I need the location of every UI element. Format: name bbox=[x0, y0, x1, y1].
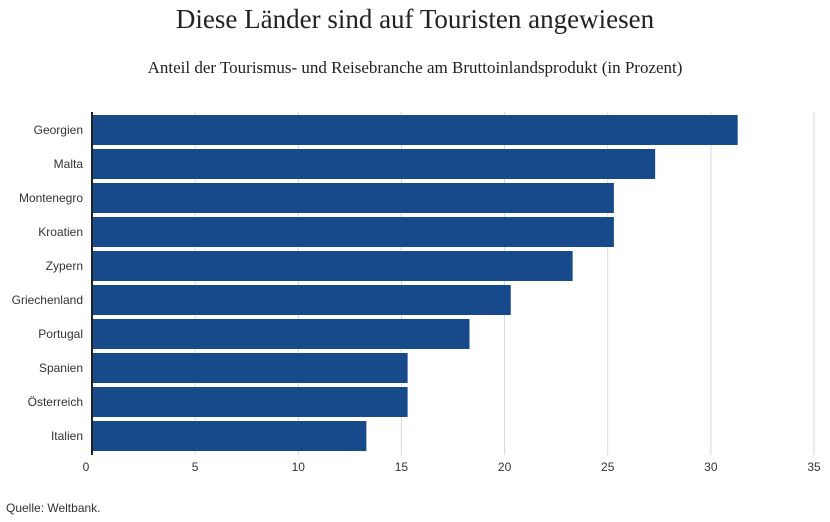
category-label: Malta bbox=[54, 157, 84, 171]
bars bbox=[93, 115, 738, 451]
category-label: Georgien bbox=[34, 123, 83, 137]
chart-subtitle: Anteil der Tourismus- und Reisebranche a… bbox=[147, 58, 683, 77]
bar-portugal bbox=[93, 319, 470, 349]
category-label: Griechenland bbox=[12, 293, 83, 307]
x-tick-label: 20 bbox=[498, 460, 512, 474]
chart-title: Diese Länder sind auf Touristen angewies… bbox=[175, 4, 655, 34]
bar-italien bbox=[93, 421, 367, 451]
bar-zypern bbox=[93, 251, 573, 281]
x-tick-labels: 0 5 10 15 20 25 30 35 bbox=[83, 460, 821, 474]
x-tick-label: 10 bbox=[292, 460, 306, 474]
category-label: Montenegro bbox=[19, 191, 83, 205]
category-label: Italien bbox=[51, 429, 83, 443]
category-labels: Georgien Malta Montenegro Kroatien Zypern Gri… bbox=[12, 123, 84, 443]
source-note: Quelle: Weltbank. bbox=[6, 501, 101, 515]
x-tick-label: 5 bbox=[192, 460, 199, 474]
bar-griechenland bbox=[93, 285, 511, 315]
category-label: Zypern bbox=[46, 259, 83, 273]
category-label: Österreich bbox=[28, 395, 83, 409]
bar-montenegro bbox=[93, 183, 614, 213]
x-tick-label: 15 bbox=[395, 460, 409, 474]
bar-malta bbox=[93, 149, 656, 179]
category-label: Portugal bbox=[38, 327, 83, 341]
category-label: Kroatien bbox=[38, 225, 83, 239]
bar-spanien bbox=[93, 353, 408, 383]
x-tick-label: 25 bbox=[601, 460, 615, 474]
bar-kroatien bbox=[93, 217, 614, 247]
bar-chart: Georgien Malta Montenegro Kroatien Zypern Gri… bbox=[12, 112, 821, 474]
category-label: Spanien bbox=[39, 361, 83, 375]
x-tick-label: 30 bbox=[704, 460, 718, 474]
x-tick-label: 35 bbox=[807, 460, 821, 474]
bar-georgien bbox=[93, 115, 738, 145]
bar-österreich bbox=[93, 387, 408, 417]
x-tick-label: 0 bbox=[83, 460, 90, 474]
